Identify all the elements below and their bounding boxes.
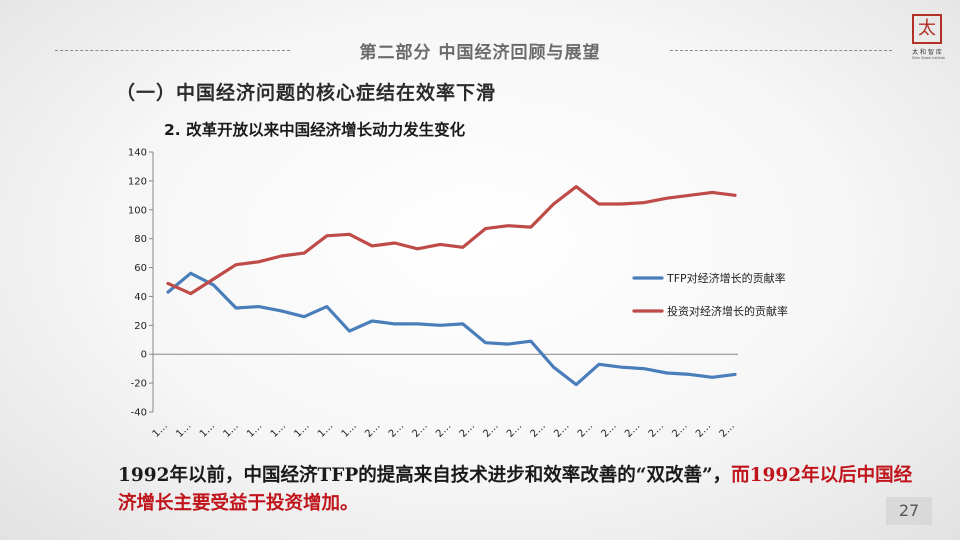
x-tick-label: 2…	[576, 421, 595, 440]
conclusion-text: 1992年以前，中国经济TFP的提高来自技术进步和效率改善的“双改善”，而199…	[118, 462, 918, 518]
logo-seal-icon: 太	[912, 14, 942, 44]
x-tick-label: 2…	[387, 421, 406, 440]
y-tick-label: -20	[131, 379, 147, 390]
header-rule-right	[670, 50, 892, 51]
x-tick-label: 2…	[434, 421, 453, 440]
y-tick-label: 20	[134, 321, 147, 332]
y-tick-label: 80	[134, 234, 147, 245]
x-tick-label: 1…	[198, 421, 217, 440]
x-tick-label: 2…	[410, 421, 429, 440]
y-tick-label: 60	[134, 263, 147, 274]
legend-label-2: 投资对经济增长的贡献率	[667, 304, 788, 318]
x-tick-label: 1…	[174, 421, 193, 440]
slide-heading: （一）中国经济问题的核心症结在效率下滑	[116, 82, 497, 104]
x-tick-label: 2…	[670, 421, 689, 440]
x-tick-label: 1…	[269, 421, 288, 440]
x-tick-label: 1…	[245, 421, 264, 440]
page-number: 27	[886, 497, 932, 525]
x-tick-label: 1…	[151, 421, 170, 440]
x-tick-label: 2…	[363, 421, 382, 440]
legend-label-1: TFP对经济增长的贡献率	[666, 271, 786, 285]
header-rule-left	[55, 50, 290, 51]
y-tick-label: 120	[128, 176, 147, 187]
y-tick-label: -40	[131, 408, 147, 419]
series-line-2	[166, 185, 737, 296]
x-tick-label: 1…	[221, 421, 240, 440]
x-tick-label: 2…	[505, 421, 524, 440]
logo-name: 太 和 智 库	[912, 49, 942, 56]
x-tick-label: 2…	[481, 421, 500, 440]
y-tick-label: 40	[134, 292, 147, 303]
y-tick-label: 0	[141, 350, 147, 361]
y-tick-label: 140	[128, 148, 147, 159]
x-tick-label: 1…	[292, 421, 311, 440]
conclusion-part-2: 而1992年以后中国经济增长主要受益于投资增加。	[118, 465, 913, 514]
x-tick-label: 1…	[316, 421, 335, 440]
x-tick-label: 2…	[718, 421, 737, 440]
x-tick-label: 2…	[694, 421, 713, 440]
x-tick-label: 2…	[599, 421, 618, 440]
x-tick-label: 2…	[529, 421, 548, 440]
x-tick-label: 2…	[552, 421, 571, 440]
series-line-1	[166, 271, 737, 387]
y-tick-label: 100	[128, 205, 147, 216]
x-tick-label: 1…	[340, 421, 359, 440]
logo-subtitle: Taihe Global Institute	[911, 56, 945, 60]
x-tick-label: 2…	[647, 421, 666, 440]
x-tick-label: 2…	[458, 421, 477, 440]
conclusion-part-1: 1992年以前，中国经济TFP的提高来自技术进步和效率改善的“双改善”，	[118, 465, 732, 486]
x-tick-label: 2…	[623, 421, 642, 440]
taihe-logo: 太 太 和 智 库 Taihe Global Institute	[910, 14, 945, 70]
slide-subheading: 2. 改革开放以来中国经济增长动力发生变化	[164, 121, 466, 139]
section-title: 第二部分 中国经济回顾与展望	[359, 43, 601, 63]
